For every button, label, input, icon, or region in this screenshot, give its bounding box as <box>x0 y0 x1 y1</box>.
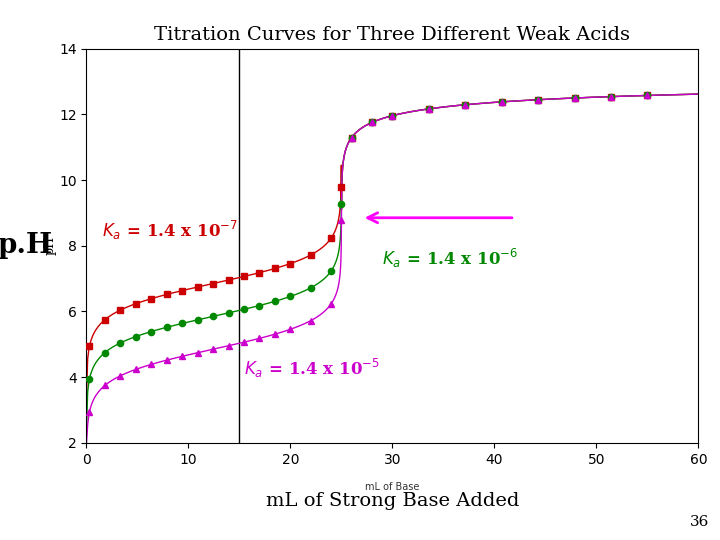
Title: Titration Curves for Three Different Weak Acids: Titration Curves for Three Different Wea… <box>154 26 631 44</box>
Text: 36: 36 <box>690 515 709 529</box>
Text: p.H: p.H <box>0 232 53 259</box>
Text: $K_a$ = 1.4 x 10$^{-6}$: $K_a$ = 1.4 x 10$^{-6}$ <box>382 247 518 271</box>
Text: mL of Base: mL of Base <box>365 482 420 492</box>
Text: $K_a$ = 1.4 x 10$^{-7}$: $K_a$ = 1.4 x 10$^{-7}$ <box>102 219 238 242</box>
X-axis label: mL of Strong Base Added: mL of Strong Base Added <box>266 491 519 510</box>
Text: $K_a$ = 1.4 x 10$^{-5}$: $K_a$ = 1.4 x 10$^{-5}$ <box>245 357 380 381</box>
Y-axis label: pH: pH <box>43 236 56 255</box>
